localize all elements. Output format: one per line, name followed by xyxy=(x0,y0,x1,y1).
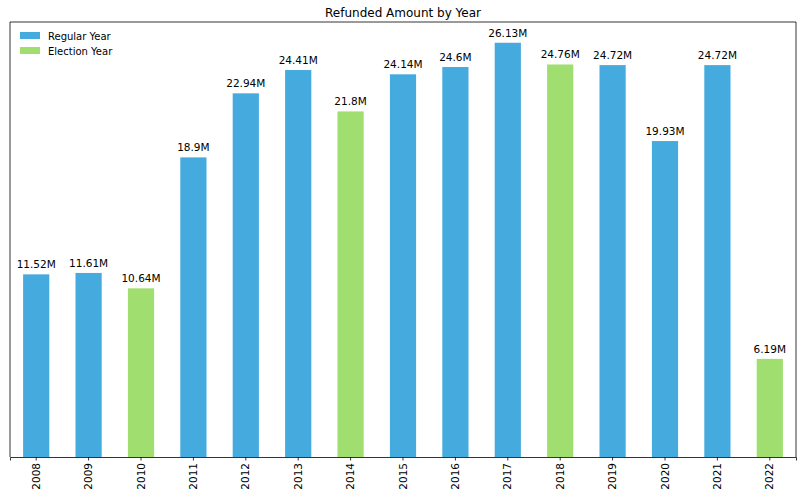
data-labels: 11.52M 11.61M 18.9M 22.94M 24.41M 24.14M 24.6M… xyxy=(17,27,786,355)
bar xyxy=(338,111,364,457)
x-tick-mark xyxy=(141,457,142,461)
x-tick-mark xyxy=(612,457,613,461)
x-tick-mark xyxy=(455,457,456,461)
legend-item: Election Year xyxy=(20,46,113,57)
legend-label: Election Year xyxy=(48,46,113,57)
x-tick: 2015 xyxy=(397,457,409,490)
bar xyxy=(285,70,311,457)
title: Refunded Amount by Year xyxy=(325,6,481,20)
x-axis: 2008 2009 2010 2011 2012 2013 2014 2015 2016 2017… xyxy=(11,457,797,490)
bar xyxy=(23,274,49,457)
bar xyxy=(390,74,416,457)
x-tick-mark xyxy=(245,457,246,461)
data-label: 24.41M xyxy=(279,54,318,66)
x-tick: 2014 xyxy=(344,457,356,490)
x-tick-mark xyxy=(507,457,508,461)
x-tick-mark xyxy=(403,457,404,461)
data-label: 11.61M xyxy=(69,257,108,269)
x-tick: 2022 xyxy=(763,457,775,490)
x-tick-label: 2012 xyxy=(239,463,251,490)
x-tick: 2020 xyxy=(659,457,671,490)
x-tick: 2018 xyxy=(554,457,566,490)
x-tick-label: 2008 xyxy=(30,463,42,490)
data-label: 21.8M xyxy=(334,95,366,107)
legend-label: Regular Year xyxy=(48,31,112,42)
x-tick-label: 2013 xyxy=(292,463,304,490)
legend-swatch xyxy=(20,47,40,54)
data-label: 24.72M xyxy=(698,49,737,61)
bars xyxy=(23,43,783,457)
bar xyxy=(180,157,206,457)
x-tick: 2019 xyxy=(606,457,618,490)
x-tick-mark xyxy=(36,457,37,461)
data-label: 24.14M xyxy=(383,58,422,70)
data-label: 6.19M xyxy=(754,343,786,355)
x-tick: 2021 xyxy=(711,457,723,490)
data-label: 24.72M xyxy=(593,49,632,61)
bar xyxy=(704,65,730,457)
bar xyxy=(76,273,102,457)
data-label: 24.6M xyxy=(439,51,471,63)
x-tick: 2017 xyxy=(501,457,513,490)
chart: Refunded Amount by Year 11.52M 11.61M 18.9M… xyxy=(0,0,799,497)
legend: Regular Year Election Year xyxy=(20,31,113,57)
x-tick: 2011 xyxy=(187,457,199,490)
bar xyxy=(128,288,154,457)
x-tick-mark xyxy=(350,457,351,461)
x-tick-label: 2014 xyxy=(344,463,356,490)
x-tick-label: 2019 xyxy=(606,463,618,490)
x-tick-mark xyxy=(560,457,561,461)
frame-line xyxy=(10,22,796,23)
bar xyxy=(442,67,468,457)
x-tick: 2012 xyxy=(239,457,251,490)
x-tick-label: 2017 xyxy=(501,463,513,490)
legend-swatch xyxy=(20,32,40,39)
x-tick: 2009 xyxy=(82,457,94,490)
bar xyxy=(547,64,573,457)
data-label: 26.13M xyxy=(488,27,527,39)
x-tick-mark xyxy=(298,457,299,461)
x-tick-mark xyxy=(769,457,770,461)
frame xyxy=(10,22,796,457)
x-tick-label: 2011 xyxy=(187,463,199,490)
data-label: 24.76M xyxy=(541,48,580,60)
x-tick: 2016 xyxy=(449,457,461,490)
data-label: 18.9M xyxy=(177,141,209,153)
x-tick: 2008 xyxy=(30,457,42,490)
x-tick-mark xyxy=(665,457,666,461)
x-tick-label: 2015 xyxy=(397,463,409,490)
x-tick-mark xyxy=(88,457,89,461)
x-tick-mark xyxy=(717,457,718,461)
x-axis-line xyxy=(11,458,797,461)
bar xyxy=(652,141,678,457)
bar xyxy=(233,93,259,457)
bar xyxy=(757,359,783,457)
data-label: 22.94M xyxy=(226,77,265,89)
data-label: 19.93M xyxy=(645,125,684,137)
data-label: 10.64M xyxy=(121,272,160,284)
x-tick-label: 2016 xyxy=(449,463,461,490)
x-tick-label: 2021 xyxy=(711,463,723,490)
x-tick: 2010 xyxy=(135,457,147,490)
x-tick-label: 2010 xyxy=(135,463,147,490)
legend-item: Regular Year xyxy=(20,31,112,42)
x-tick-label: 2018 xyxy=(554,463,566,490)
x-tick-mark xyxy=(193,457,194,461)
x-tick-label: 2022 xyxy=(763,463,775,490)
bar xyxy=(495,43,521,457)
bar xyxy=(600,65,626,457)
x-tick-label: 2020 xyxy=(659,463,671,490)
frame-line xyxy=(796,22,797,457)
x-tick: 2013 xyxy=(292,457,304,490)
frame-line xyxy=(10,22,11,457)
x-tick-label: 2009 xyxy=(82,463,94,490)
data-label: 11.52M xyxy=(17,258,56,270)
